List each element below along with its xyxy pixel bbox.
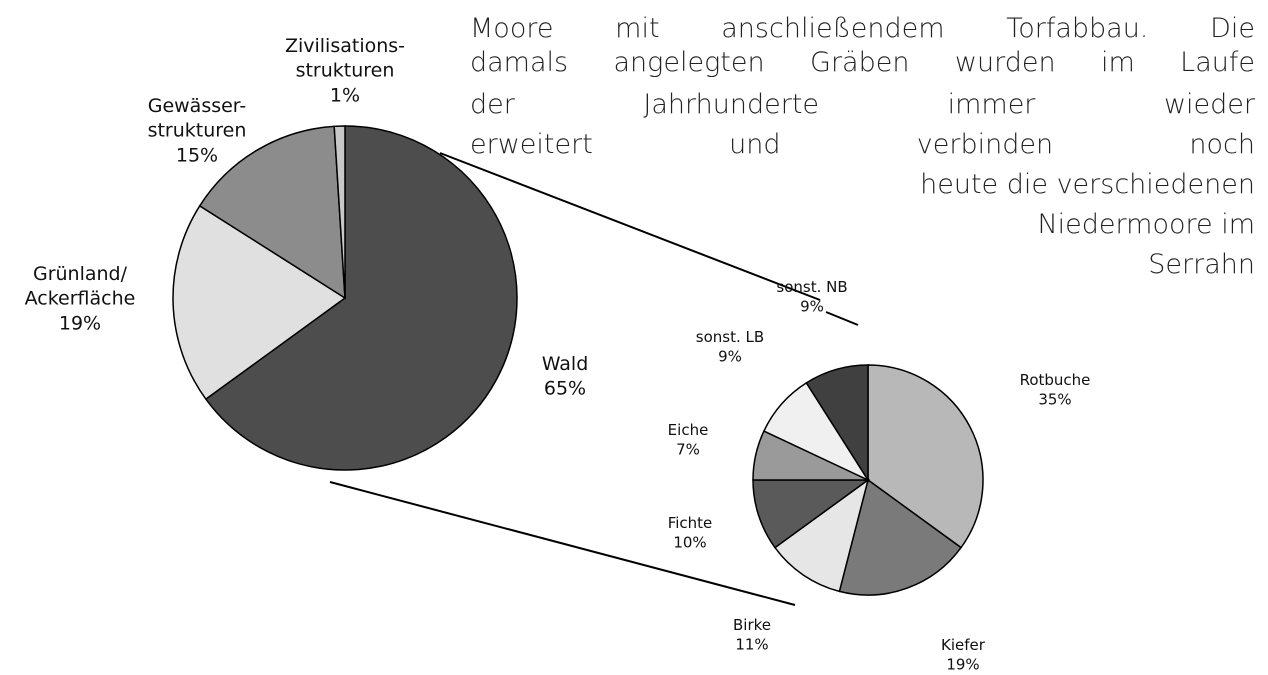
value-label: 19% [59, 312, 101, 334]
slice-label: Eiche [668, 421, 709, 439]
pie-slice [204, 125, 518, 471]
pie-slice [838, 478, 963, 596]
slice-label: Gewässer-strukturen [148, 95, 247, 142]
connector [329, 481, 796, 606]
value-label: 15% [176, 144, 218, 166]
pie-slice [333, 125, 346, 299]
leader-line [825, 311, 859, 326]
pie-slice [773, 478, 870, 593]
value-label: 11% [735, 636, 768, 654]
value-label: 9% [800, 298, 824, 316]
text-line: Niedermoore im [1037, 209, 1255, 240]
slice-label: Rotbuche [1020, 371, 1091, 389]
text-line: der Jahrhunderte immer wieder [470, 89, 1255, 120]
value-label: 1% [330, 84, 360, 106]
text-line: Serrahn [1148, 249, 1255, 280]
pie-slice [867, 364, 984, 549]
value-label: 7% [676, 441, 700, 459]
text-line: damals angelegten Gräben wurden im Laufe [470, 47, 1255, 78]
slice-label: Zivilisations-strukturen [285, 35, 405, 82]
text-line: erweitert und verbinden noch [470, 129, 1255, 160]
value-label: 9% [718, 348, 742, 366]
value-label: 65% [544, 378, 586, 400]
pie-slice [752, 479, 871, 549]
value-label: 35% [1038, 391, 1071, 409]
value-label: 10% [673, 534, 706, 552]
slice-label: Kiefer [941, 636, 986, 654]
pie-slice [805, 364, 869, 483]
slice-label: sonst. LB [696, 328, 764, 346]
slice-label: sonst. NB [776, 278, 847, 296]
slice-label: Fichte [668, 514, 713, 532]
pie-slice [172, 204, 347, 401]
connector [439, 152, 821, 301]
slice-label: Grünland/Ackerfläche [25, 263, 136, 310]
slice-label: Birke [733, 616, 771, 634]
pie-slice [198, 125, 346, 300]
value-label: 19% [946, 656, 979, 674]
text-line: Moore mit anschließendem Torfabbau. Die [470, 13, 1255, 44]
text-line: heute die verschiedenen [920, 169, 1255, 200]
slice-label: Wald [542, 353, 589, 375]
